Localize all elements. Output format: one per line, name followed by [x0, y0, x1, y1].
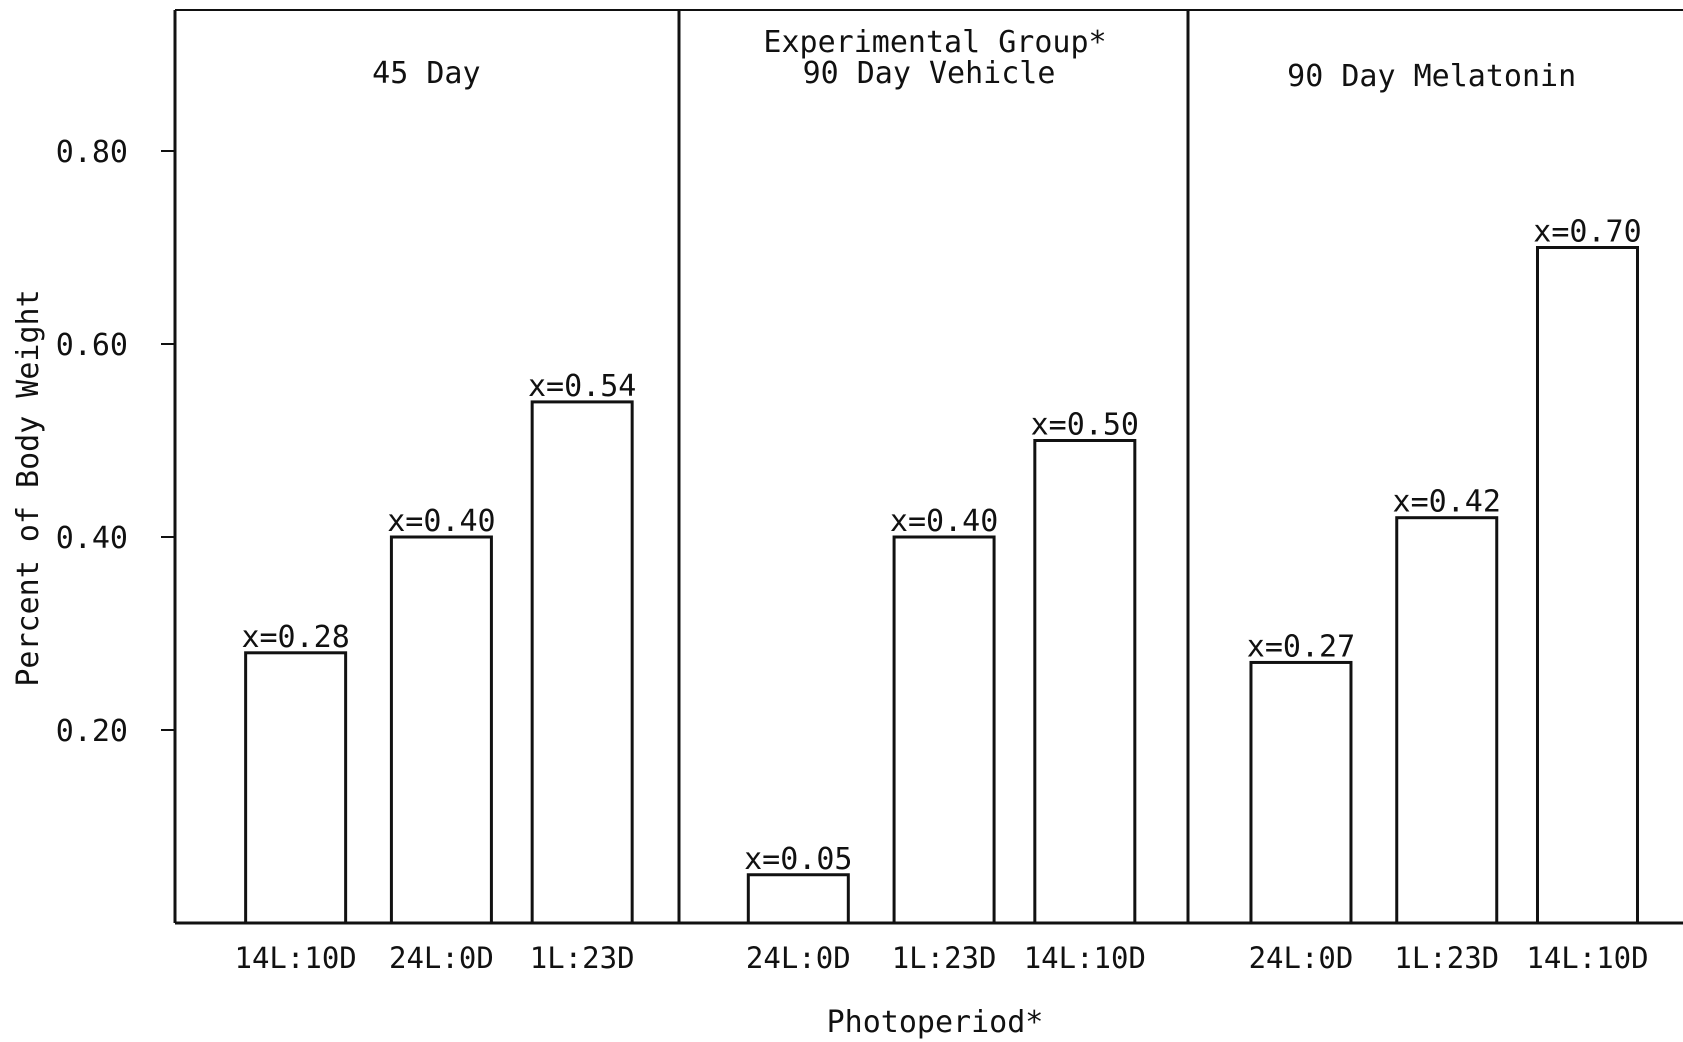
- chart-title: Experimental Group*: [763, 25, 1106, 60]
- category-label-p0-1: 24L:0D: [389, 941, 494, 975]
- bar-p2-2: [1535, 246, 1639, 925]
- category-label-p2-1: 1L:23D: [1394, 941, 1499, 975]
- data-label-p0-1: x=0.40: [387, 504, 495, 539]
- panel-title-2: 90 Day Melatonin: [1287, 59, 1576, 94]
- y-tick-label-2: 0.60: [56, 328, 128, 363]
- data-label-p0-0: x=0.28: [241, 620, 349, 655]
- bar-p0-1: [389, 535, 493, 925]
- data-label-p1-0: x=0.05: [744, 842, 852, 877]
- bars-layer: [244, 246, 1639, 925]
- bar-p0-0: [244, 651, 348, 925]
- category-label-p0-0: 14L:10D: [235, 941, 357, 975]
- bar-p0-2: [530, 400, 634, 925]
- category-label-p2-0: 24L:0D: [1249, 941, 1354, 975]
- category-label-p1-2: 14L:10D: [1024, 941, 1146, 975]
- category-label-p0-2: 1L:23D: [530, 941, 635, 975]
- y-axis-label: Percent of Body Weight: [11, 289, 46, 686]
- bar-p1-0: [746, 873, 850, 925]
- data-label-p0-2: x=0.54: [528, 369, 636, 404]
- bar-p1-2: [1033, 439, 1137, 925]
- data-label-p2-1: x=0.42: [1393, 485, 1501, 520]
- labels-layer: 0.20 0.40 0.60 0.80 45 Day x=0.28 14L:10D x=0.4…: [56, 56, 1649, 975]
- y-tick-label-1: 0.40: [56, 521, 128, 556]
- data-label-p1-1: x=0.40: [890, 504, 998, 539]
- category-label-p2-2: 14L:10D: [1526, 941, 1648, 975]
- y-tick-label-3: 0.80: [56, 135, 128, 170]
- bar-p2-0: [1249, 660, 1353, 925]
- data-label-p2-0: x=0.27: [1247, 629, 1355, 664]
- data-label-p2-2: x=0.70: [1533, 215, 1641, 250]
- category-label-p1-1: 1L:23D: [892, 941, 997, 975]
- bar-p2-1: [1395, 516, 1499, 925]
- y-tick-label-0: 0.20: [56, 714, 128, 749]
- panel-title-0: 45 Day: [372, 56, 480, 91]
- data-label-p1-2: x=0.50: [1031, 408, 1139, 443]
- bar-p1-1: [892, 535, 996, 925]
- panel-title-1: 90 Day Vehicle: [803, 56, 1056, 91]
- x-axis-label: Photoperiod*: [827, 1005, 1044, 1040]
- category-label-p1-0: 24L:0D: [746, 941, 851, 975]
